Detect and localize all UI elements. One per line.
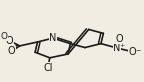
Text: N: N <box>113 43 121 53</box>
Text: O: O <box>129 47 137 57</box>
Text: −: − <box>136 47 141 52</box>
Text: O: O <box>115 34 123 44</box>
Text: N: N <box>49 33 57 43</box>
Text: O: O <box>0 32 7 41</box>
Text: O: O <box>6 36 14 46</box>
Text: Cl: Cl <box>43 63 53 73</box>
Text: +: + <box>120 43 125 48</box>
Text: O: O <box>8 46 16 56</box>
